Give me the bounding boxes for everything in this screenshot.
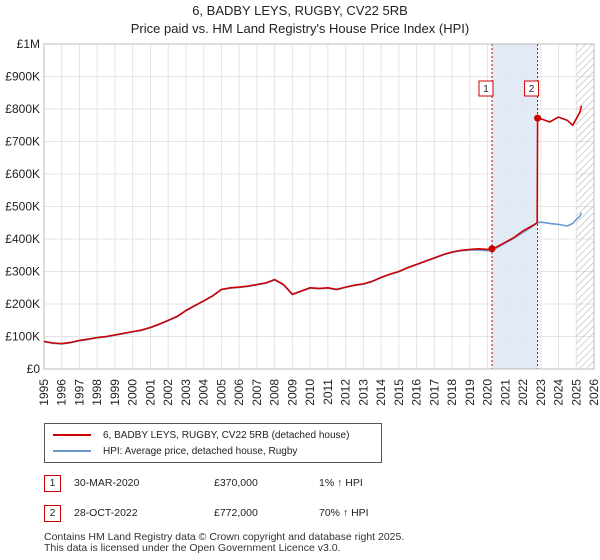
chart-subtitle: Price paid vs. HM Land Registry's House … (130, 21, 470, 36)
price-chart: 1 2 £0 £100K £200K £300K £400K £500K £600K £700K £… (5, 37, 600, 406)
x-tick-label: 2016 (410, 379, 424, 406)
y-tick-label: £500K (5, 200, 40, 214)
transaction-badge-label-2: 2 (529, 84, 535, 95)
x-tick-label: 2022 (516, 379, 530, 406)
transaction-marker-1 (488, 245, 496, 253)
footer-license: This data is licensed under the Open Gov… (44, 542, 341, 554)
transaction-number: 1 (44, 475, 61, 492)
y-tick-label: £900K (5, 70, 40, 84)
y-tick-label: £600K (5, 167, 40, 181)
x-tick-label: 2023 (534, 379, 548, 406)
legend-item-property: 6, BADBY LEYS, RUGBY, CV22 5RB (detached… (53, 428, 349, 442)
x-tick-label: 2026 (587, 379, 600, 406)
sale-period-shading (491, 44, 538, 369)
transaction-marker-2 (534, 114, 542, 122)
transaction-badge-1 (478, 80, 494, 97)
x-tick-label: 2024 (552, 379, 566, 406)
y-tick-label: £800K (5, 102, 40, 116)
plot-frame (43, 43, 595, 370)
y-tick-label: £100K (5, 330, 40, 344)
x-tick-label: 2018 (445, 379, 459, 406)
legend: 6, BADBY LEYS, RUGBY, CV22 5RB (detached… (44, 423, 382, 463)
x-tick-label: 2003 (179, 379, 193, 406)
transaction-hpi: 1% ↑ HPI (319, 477, 363, 489)
y-tick-label: £0 (27, 362, 41, 376)
transaction-number: 2 (44, 505, 61, 522)
x-tick-label: 2009 (285, 379, 299, 406)
x-tick-label: 2000 (126, 379, 140, 406)
x-tick-label: 2008 (268, 379, 282, 406)
x-tick-label: 2010 (303, 379, 317, 406)
transaction-hpi: 70% ↑ HPI (319, 507, 369, 519)
x-tick-label: 2006 (232, 379, 246, 406)
series-line-property (43, 105, 583, 345)
x-tick-label: 1998 (90, 379, 104, 406)
x-tick-label: 2001 (143, 379, 157, 406)
x-tick-label: 2004 (197, 379, 211, 406)
x-tick-label: 2017 (427, 379, 441, 406)
x-tick-label: 2025 (569, 379, 583, 406)
x-tick-label: 2013 (356, 379, 370, 406)
legend-label-hpi: HPI: Average price, detached house, Rugb… (103, 445, 298, 457)
transaction-price: £370,000 (214, 477, 258, 489)
x-tick-label: 1999 (108, 379, 122, 406)
footer-copyright: Contains HM Land Registry data © Crown c… (44, 531, 405, 543)
x-tick-label: 2011 (321, 379, 335, 405)
transaction-badge-2 (524, 80, 540, 97)
footer: Contains HM Land Registry data © Crown c… (44, 532, 404, 554)
y-tick-label: £700K (5, 135, 40, 149)
x-tick-label: 2007 (250, 379, 264, 406)
legend-swatch-hpi (53, 450, 91, 452)
y-tick-label: £1M (17, 37, 40, 51)
x-tick-label: 1996 (55, 379, 69, 406)
y-tick-label: £400K (5, 232, 40, 246)
transaction-price: £772,000 (214, 507, 258, 519)
y-tick-label: £300K (5, 265, 40, 279)
x-tick-label: 2005 (214, 379, 228, 406)
y-tick-label: £200K (5, 297, 40, 311)
x-tick-label: 2012 (339, 379, 353, 406)
transaction-date: 28-OCT-2022 (74, 507, 138, 519)
x-tick-label: 2015 (392, 379, 406, 406)
x-tick-label: 1997 (72, 379, 86, 406)
transaction-badge-label-1: 1 (483, 84, 489, 95)
legend-item-hpi: HPI: Average price, detached house, Rugb… (53, 444, 297, 458)
transaction-date: 30-MAR-2020 (74, 477, 140, 489)
x-tick-label: 2020 (481, 379, 495, 406)
x-tick-label: 2014 (374, 379, 388, 406)
forecast-hatch (576, 44, 594, 369)
x-tick-label: 1995 (37, 379, 51, 406)
x-tick-label: 2021 (498, 379, 512, 406)
x-tick-label: 2002 (161, 379, 175, 406)
legend-swatch-property (53, 434, 91, 436)
x-tick-label: 2019 (463, 379, 477, 406)
chart-title: 6, BADBY LEYS, RUGBY, CV22 5RB (192, 3, 408, 18)
legend-label-property: 6, BADBY LEYS, RUGBY, CV22 5RB (detached… (103, 429, 350, 441)
